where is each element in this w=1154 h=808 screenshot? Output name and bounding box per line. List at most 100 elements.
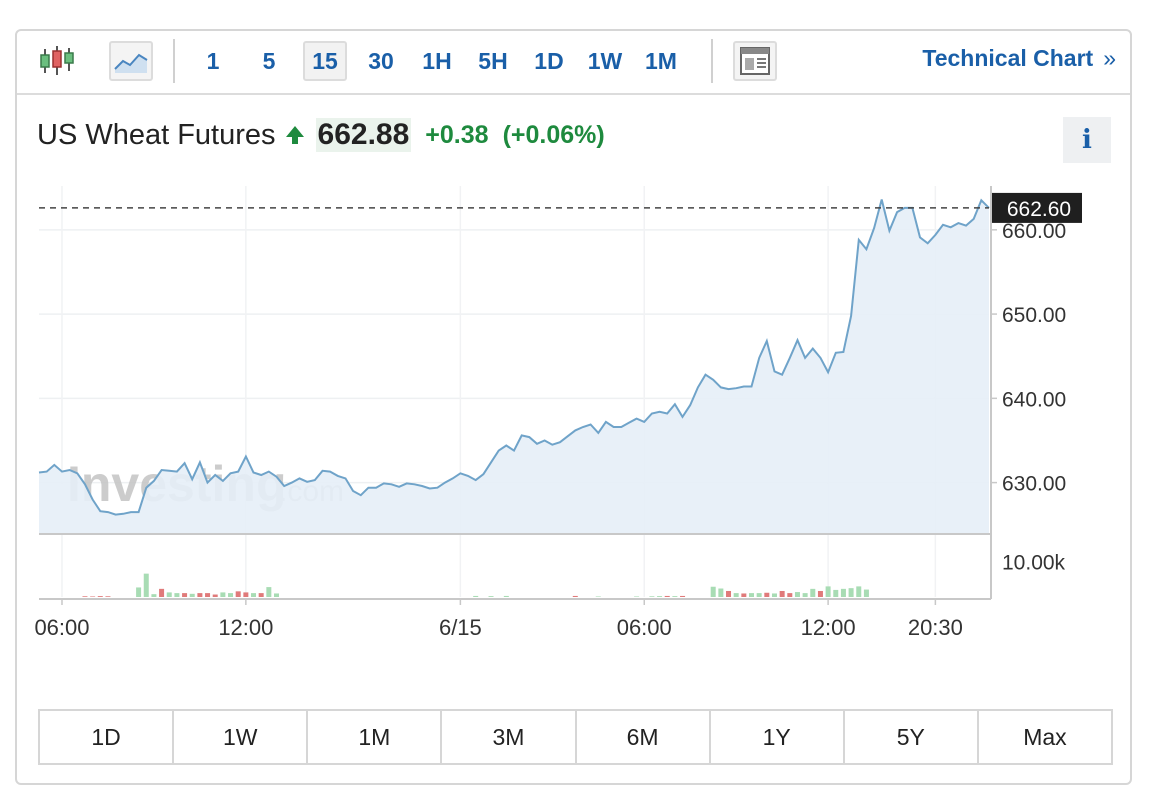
volume-bar	[143, 573, 149, 597]
last-price: 662.88	[315, 118, 412, 152]
interval-button-1d[interactable]: 1D	[534, 47, 564, 74]
volume-bar	[235, 591, 241, 597]
chart-toolbar: 1 5 15 30 1H 5H 1D 1W 1M Technical Chart»	[17, 31, 1130, 95]
range-button-6m[interactable]: 6M	[577, 711, 711, 763]
volume-bar	[251, 593, 257, 597]
info-button[interactable]: i	[1063, 117, 1111, 163]
volume-bar	[810, 588, 816, 597]
quote-header: US Wheat Futures 662.88 +0.38 (+0.06%)	[37, 115, 605, 155]
range-selector: 1D 1W 1M 3M 6M 1Y 5Y Max	[38, 709, 1113, 765]
volume-bar	[840, 588, 846, 597]
volume-bar	[159, 588, 165, 597]
interval-button-5[interactable]: 5	[262, 47, 276, 74]
volume-bar	[649, 596, 655, 597]
volume-bar	[710, 586, 716, 597]
volume-bar	[274, 593, 279, 597]
x-tick-label: 06:00	[34, 615, 89, 640]
volume-bar	[488, 596, 494, 597]
volume-bar	[136, 587, 142, 597]
range-button-3m[interactable]: 3M	[442, 711, 577, 763]
y-tick-label: 650.00	[1002, 304, 1066, 327]
technical-chart-link[interactable]: Technical Chart »	[922, 45, 1116, 72]
volume-bar	[672, 596, 678, 597]
price-change: +0.38	[425, 120, 489, 149]
layout-icon[interactable]	[733, 41, 777, 81]
price-chart[interactable]: Investing.com660.00650.00640.00630.0010.…	[17, 31, 1130, 691]
volume-bar	[779, 590, 785, 597]
volume-tick-label: 10.00k	[1002, 552, 1066, 575]
volume-bar	[205, 593, 211, 597]
volume-bar	[756, 593, 762, 597]
volume-bar	[503, 595, 509, 597]
volume-bar	[189, 593, 195, 597]
volume-bar	[718, 588, 724, 597]
volume-bar	[97, 596, 103, 597]
interval-button-30[interactable]: 30	[368, 47, 394, 74]
volume-bar	[197, 593, 203, 597]
volume-bar	[174, 593, 180, 597]
price-area	[39, 199, 989, 534]
volume-bar	[733, 593, 739, 597]
candlestick-icon[interactable]	[35, 41, 79, 81]
volume-bar	[664, 595, 670, 597]
volume-bar	[634, 596, 640, 597]
range-button-max[interactable]: Max	[1023, 723, 1067, 750]
interval-button-1m[interactable]: 1M	[645, 47, 677, 74]
volume-bar	[90, 596, 96, 597]
volume-bar	[764, 592, 770, 597]
x-tick-label: 20:30	[908, 615, 963, 640]
volume-bar	[802, 593, 808, 597]
volume-bar	[151, 594, 157, 597]
volume-bar	[105, 596, 111, 597]
volume-bar	[166, 592, 172, 597]
price-change-percent: (+0.06%)	[502, 120, 605, 149]
toolbar-divider	[711, 39, 713, 83]
y-tick-label: 640.00	[1002, 388, 1066, 411]
range-button-1d[interactable]: 1D	[40, 711, 175, 763]
interval-button-1[interactable]: 1	[206, 47, 220, 74]
volume-bar	[833, 589, 839, 597]
toolbar-divider	[173, 39, 175, 83]
volume-bar	[473, 595, 479, 597]
range-button-1y[interactable]: 1Y	[711, 711, 845, 763]
volume-bar	[258, 593, 264, 597]
info-icon: i	[1082, 125, 1092, 155]
x-tick-label: 12:00	[801, 615, 856, 640]
x-tick-label: 06:00	[617, 615, 672, 640]
interval-button-5h[interactable]: 5H	[478, 47, 508, 74]
volume-bar	[726, 590, 732, 597]
volume-bar	[863, 589, 869, 597]
volume-bar	[220, 592, 226, 597]
volume-bar	[657, 596, 663, 597]
chart-widget: 1 5 15 30 1H 5H 1D 1W 1M Technical Chart» US Whe…	[15, 29, 1132, 785]
volume-bar	[243, 592, 249, 597]
technical-chart-label: Technical Chart	[922, 45, 1094, 71]
chevron-right-icon: »	[1103, 45, 1116, 71]
volume-bar	[82, 596, 88, 597]
price-line	[38, 198, 990, 516]
volume-bar	[794, 592, 800, 597]
volume-bar	[182, 593, 188, 597]
instrument-name: US Wheat Futures	[37, 118, 276, 151]
x-tick-label: 12:00	[218, 615, 273, 640]
volume-bar	[572, 595, 578, 597]
volume-bar	[825, 586, 831, 597]
x-tick-label: 6/15	[439, 615, 482, 640]
range-button-5y[interactable]: 5Y	[845, 711, 979, 763]
volume-bar	[680, 595, 686, 597]
range-button-1m[interactable]: 1M	[308, 711, 443, 763]
volume-bar	[771, 593, 777, 597]
area-chart-icon[interactable]	[109, 41, 153, 81]
interval-button-1h[interactable]: 1H	[422, 47, 452, 74]
volume-bar	[856, 586, 862, 597]
volume-bar	[228, 593, 234, 597]
interval-button-1w[interactable]: 1W	[587, 47, 623, 74]
volume-bar	[749, 593, 754, 597]
last-price-badge-label: 662.60	[1007, 198, 1071, 221]
y-tick-label: 660.00	[1002, 220, 1066, 243]
volume-bar	[266, 587, 272, 597]
range-button-1w[interactable]: 1W	[174, 711, 309, 763]
y-tick-label: 630.00	[1002, 473, 1066, 496]
interval-button-15[interactable]: 15	[303, 41, 347, 81]
volume-bar	[787, 593, 793, 597]
